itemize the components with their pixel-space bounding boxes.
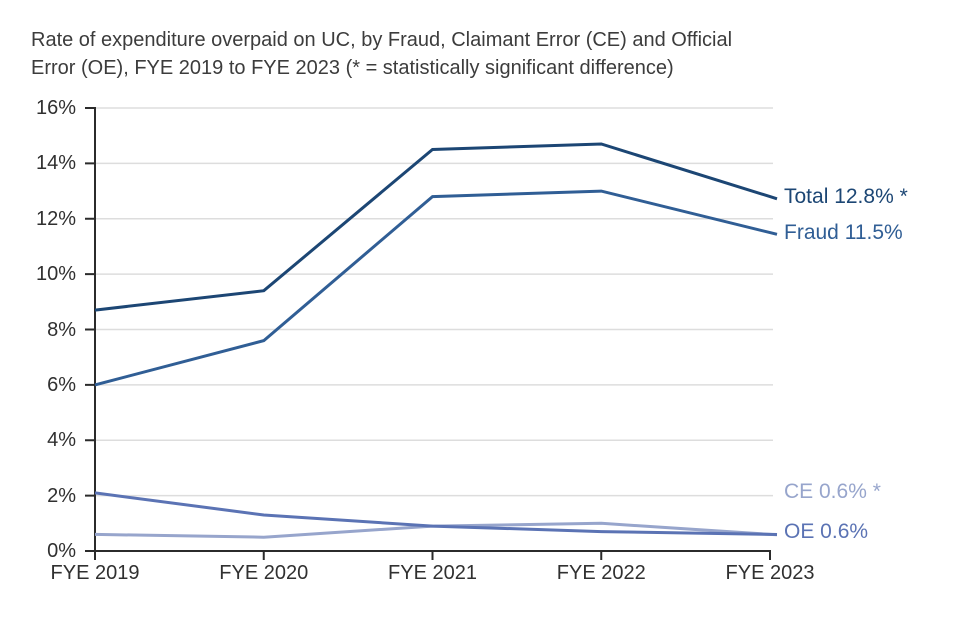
y-tick-label: 16% bbox=[35, 97, 76, 119]
chart-title-line-2: Error (OE), FYE 2019 to FYE 2023 (* = st… bbox=[31, 57, 674, 79]
x-tick-label: FYE 2022 bbox=[556, 562, 646, 584]
y-tick-label: 8% bbox=[47, 318, 76, 341]
x-tick-label: FYE 2023 bbox=[725, 562, 815, 584]
y-tick-label: 14% bbox=[35, 152, 76, 175]
series-end-label-claimant-error-ce: CE 0.6% * bbox=[784, 480, 881, 504]
series-end-label-total: Total 12.8% * bbox=[784, 184, 908, 208]
x-tick-label: FYE 2019 bbox=[50, 562, 140, 584]
y-tick-label: 6% bbox=[47, 373, 76, 396]
series-end-label-fraud: Fraud 11.5% bbox=[784, 220, 903, 244]
y-tick-label: 10% bbox=[35, 263, 76, 286]
y-tick-label: 4% bbox=[47, 429, 76, 452]
y-tick-label: 0% bbox=[47, 540, 76, 562]
y-tick-label: 2% bbox=[47, 484, 76, 507]
series-end-label-official-error-oe: OE 0.6% bbox=[784, 520, 869, 544]
official-error-oe-line bbox=[94, 491, 778, 536]
y-tick-label: 12% bbox=[35, 207, 76, 230]
chart-title: Rate of expenditure overpaid on UC, by F… bbox=[31, 26, 941, 82]
x-tick-label: FYE 2021 bbox=[388, 562, 477, 584]
total-line bbox=[94, 142, 778, 312]
x-tick-label: FYE 2020 bbox=[219, 562, 309, 584]
fraud-line bbox=[94, 189, 778, 387]
chart-title-line-1: Rate of expenditure overpaid on UC, by F… bbox=[31, 29, 733, 51]
